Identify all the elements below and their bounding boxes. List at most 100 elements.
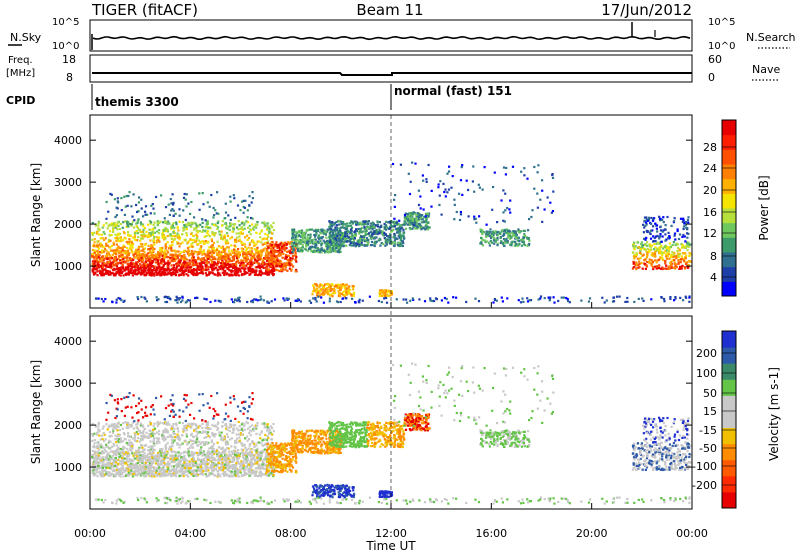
- data-point: [239, 209, 242, 212]
- data-point: [335, 242, 338, 245]
- data-point: [278, 262, 281, 265]
- data-point: [128, 222, 131, 225]
- data-point: [231, 230, 234, 233]
- data-point: [523, 167, 526, 170]
- data-point: [227, 249, 231, 252]
- data-point: [521, 297, 524, 300]
- data-point: [281, 269, 284, 272]
- data-point: [354, 233, 358, 236]
- data-point: [213, 224, 216, 227]
- data-point: [261, 262, 264, 265]
- data-point: [283, 299, 286, 302]
- data-point: [528, 218, 531, 221]
- data-point: [240, 232, 243, 235]
- data-point: [184, 198, 187, 201]
- data-point: [173, 249, 176, 252]
- data-point: [113, 272, 116, 275]
- data-point: [240, 273, 243, 277]
- data-point: [317, 250, 320, 254]
- data-point: [210, 255, 213, 258]
- data-point: [131, 244, 134, 247]
- data-point: [171, 224, 174, 227]
- data-point: [406, 213, 409, 216]
- data-point: [649, 246, 652, 249]
- cpid-mode-1: themis 3300: [95, 95, 179, 109]
- data-point: [135, 203, 138, 207]
- data-point: [270, 244, 273, 247]
- data-point: [128, 234, 132, 237]
- data-point: [102, 259, 105, 262]
- data-point: [301, 243, 304, 246]
- data-point: [298, 247, 301, 250]
- data-point: [178, 273, 181, 276]
- data-point: [220, 235, 223, 238]
- data-point: [444, 195, 447, 198]
- data-point: [137, 201, 140, 204]
- data-point: [632, 251, 635, 254]
- data-point: [654, 235, 658, 238]
- data-point: [187, 270, 190, 274]
- data-point: [342, 235, 345, 238]
- data-point: [216, 273, 220, 276]
- data-point: [199, 264, 202, 267]
- data-point: [165, 221, 168, 224]
- data-point: [492, 233, 495, 236]
- data-point: [193, 227, 196, 230]
- data-point: [175, 263, 178, 266]
- data-point: [276, 259, 279, 262]
- data-point: [242, 261, 245, 264]
- data-point: [513, 230, 517, 233]
- data-point: [268, 273, 271, 276]
- data-point: [198, 252, 201, 255]
- data-point: [192, 239, 195, 242]
- data-point: [125, 241, 128, 244]
- data-point: [119, 236, 123, 239]
- data-point: [639, 249, 642, 252]
- data-point: [530, 215, 533, 219]
- data-point: [127, 267, 130, 270]
- data-point: [414, 162, 417, 165]
- data-point: [661, 218, 664, 221]
- data-point: [225, 255, 228, 258]
- data-point: [520, 244, 523, 247]
- data-point: [182, 196, 186, 199]
- data-point: [422, 208, 425, 211]
- data-point: [120, 197, 123, 200]
- data-point: [665, 257, 668, 260]
- data-point: [588, 297, 592, 300]
- data-point: [415, 225, 418, 228]
- colorbar-tick-label: 16: [703, 206, 717, 219]
- data-point: [104, 268, 107, 271]
- data-point: [196, 253, 199, 256]
- data-point: [114, 215, 117, 219]
- data-point: [201, 265, 204, 268]
- data-point: [331, 284, 334, 287]
- data-point: [171, 259, 174, 263]
- data-point: [260, 258, 263, 261]
- data-point: [99, 237, 102, 240]
- data-point: [645, 256, 649, 259]
- data-point: [122, 231, 125, 234]
- data-point: [124, 205, 127, 208]
- data-point: [417, 224, 420, 227]
- data-point: [240, 259, 243, 262]
- data-point: [683, 222, 686, 225]
- data-point: [483, 239, 486, 242]
- data-point: [137, 256, 140, 259]
- data-point: [551, 210, 555, 213]
- data-point: [269, 254, 272, 257]
- data-point: [262, 249, 265, 253]
- data-point: [169, 198, 172, 201]
- data-point: [391, 162, 395, 166]
- data-point: [157, 267, 160, 270]
- data-point: [652, 225, 655, 228]
- data-point: [317, 241, 320, 245]
- data-point: [491, 234, 494, 237]
- data-point: [528, 299, 531, 302]
- data-point: [119, 262, 122, 265]
- data-point: [293, 239, 296, 242]
- data-point: [258, 258, 261, 261]
- data-point: [661, 254, 664, 257]
- data-point: [98, 260, 101, 263]
